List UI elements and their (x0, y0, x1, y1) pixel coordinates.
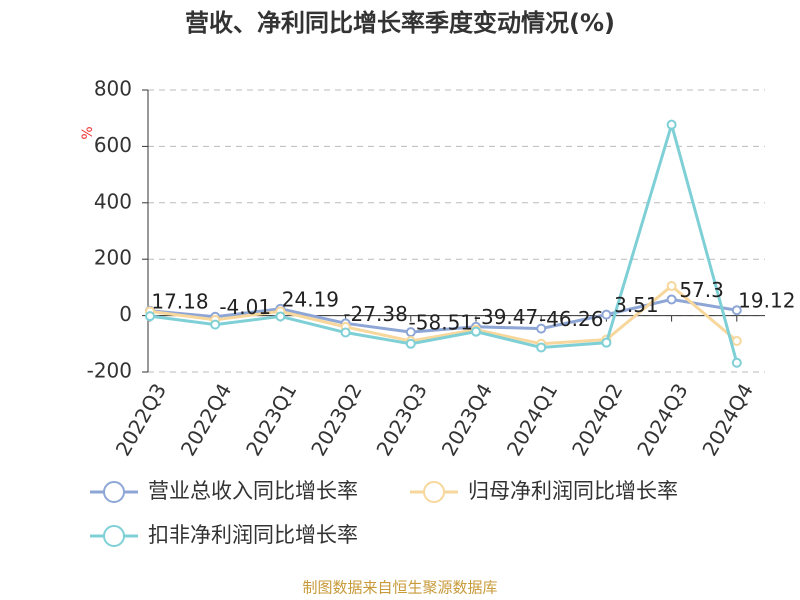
point (601, 309, 612, 320)
point (145, 311, 155, 322)
legend-marker (103, 525, 125, 547)
y-tick-label: 800 (94, 77, 132, 101)
data-label: 19.12 (738, 289, 795, 313)
x-tick-label: 2024Q1 (502, 379, 562, 460)
data-label: -58.51 (409, 311, 473, 335)
point (731, 357, 742, 368)
x-tick-label: 2023Q4 (437, 379, 497, 460)
data-label: -39.47 (474, 305, 538, 329)
point (340, 327, 351, 338)
data-label: -46.26 (539, 307, 603, 331)
legend-marker (103, 481, 125, 503)
data-label: 24.19 (282, 287, 339, 311)
series-line (149, 284, 738, 346)
legend-marker (423, 481, 445, 503)
footer: 制图数据来自恒生聚源数据库 (302, 579, 497, 597)
y-tick-label: -200 (87, 359, 132, 383)
series-line (149, 297, 738, 334)
y-tick-label: 600 (94, 133, 132, 157)
x-tick-label: 2022Q4 (176, 379, 236, 460)
point (666, 119, 677, 130)
y-tick-label: 400 (94, 189, 132, 213)
x-tick-label: 2024Q4 (697, 379, 757, 460)
y-axis-label: % (80, 126, 96, 139)
y-tick-label: 0 (119, 302, 132, 326)
data-label: -4.01 (219, 295, 271, 319)
x-tick-label: 2024Q2 (567, 379, 627, 460)
x-tick-label: 2024Q3 (632, 379, 692, 460)
point (731, 305, 742, 316)
point (275, 311, 286, 322)
data-label: 17.18 (151, 289, 208, 313)
point (536, 323, 547, 334)
chart-title: 营收、净利同比增长率季度变动情况(%) (185, 9, 615, 37)
legend-label: 扣非净利润同比增长率 (148, 523, 358, 547)
legend-label: 营业总收入同比增长率 (148, 479, 358, 503)
data-label: 3.51 (614, 293, 659, 317)
point (471, 326, 481, 337)
point (666, 294, 677, 305)
point (601, 337, 612, 348)
x-tick-label: 2022Q3 (111, 379, 171, 460)
x-tick-label: 2023Q2 (306, 379, 366, 460)
data-label: 57.3 (679, 278, 724, 302)
point (731, 335, 742, 346)
legend-label: 归母净利润同比增长率 (468, 479, 678, 503)
point (536, 342, 547, 353)
point (405, 338, 416, 349)
data-label: -27.38 (343, 302, 407, 326)
y-tick-label: 200 (94, 246, 132, 270)
point (210, 319, 221, 330)
series-line (149, 119, 739, 364)
point (666, 280, 677, 291)
x-tick-label: 2023Q1 (241, 379, 301, 460)
x-tick-label: 2023Q3 (371, 379, 431, 460)
